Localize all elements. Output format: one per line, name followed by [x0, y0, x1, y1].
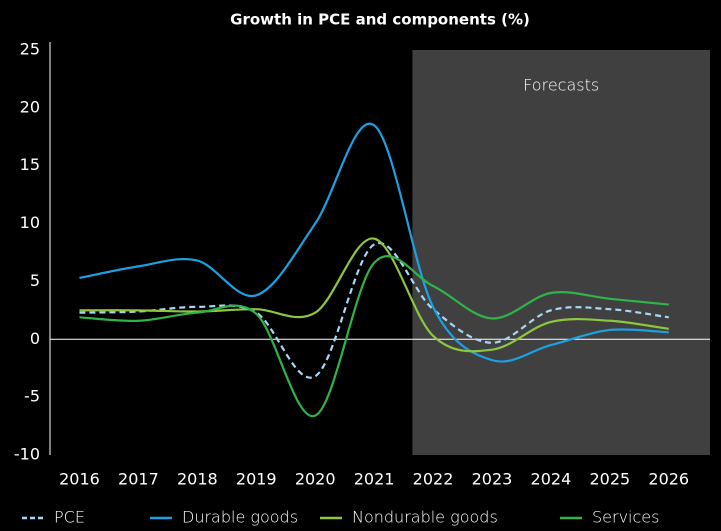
legend-label: PCE — [54, 508, 85, 527]
y-tick-label: 15 — [20, 155, 40, 174]
x-tick-label: 2021 — [354, 470, 395, 489]
y-tick-label: -5 — [24, 387, 40, 406]
x-tick-label: 2025 — [589, 470, 630, 489]
series-line — [79, 237, 669, 353]
x-tick-label: 2020 — [295, 470, 336, 489]
x-tick-label: 2016 — [59, 470, 100, 489]
forecast-label: Forecasts — [523, 76, 599, 95]
x-tick-label: 2022 — [413, 470, 454, 489]
forecast-region — [412, 50, 710, 455]
x-tick-label: 2017 — [118, 470, 159, 489]
legend-label: Durable goods — [182, 508, 298, 527]
legend-label: Services — [592, 508, 659, 527]
x-tick-label: 2023 — [472, 470, 513, 489]
series-line — [79, 241, 669, 379]
y-tick-label: -10 — [14, 445, 40, 464]
x-tick-label: 2019 — [236, 470, 277, 489]
x-tick-label: 2018 — [177, 470, 218, 489]
x-tick-label: 2026 — [648, 470, 689, 489]
series-line — [79, 255, 669, 417]
x-tick-label: 2024 — [531, 470, 572, 489]
y-tick-label: 0 — [30, 329, 40, 348]
legend-label: Nondurable goods — [352, 508, 498, 527]
chart-title: Growth in PCE and components (%) — [230, 11, 530, 29]
y-tick-label: 20 — [20, 97, 40, 116]
series-line — [79, 122, 669, 363]
y-tick-label: 5 — [30, 271, 40, 290]
y-tick-label: 10 — [20, 213, 40, 232]
y-tick-label: 25 — [20, 40, 40, 59]
